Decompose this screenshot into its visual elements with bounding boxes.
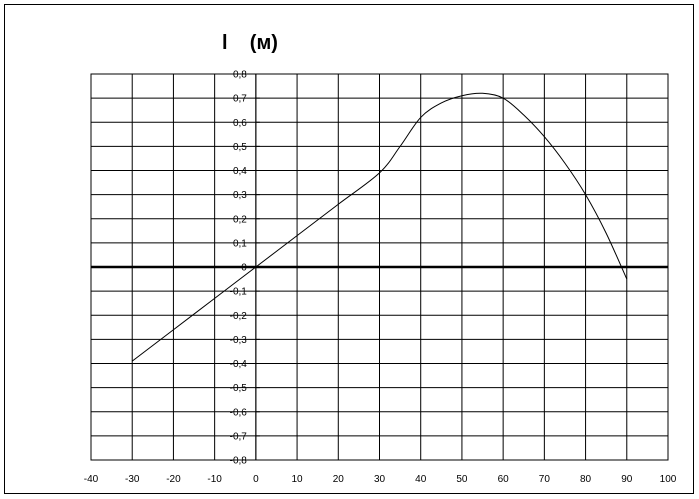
x-tick-label: -20 [166, 474, 181, 485]
y-tick-label: -0,8 [230, 456, 248, 467]
y-tick-label: 0,8 [233, 70, 247, 81]
y-tick-label: 0,2 [233, 214, 247, 225]
x-tick-label: 70 [539, 474, 551, 485]
x-tick-label: 30 [374, 474, 386, 485]
y-tick-label: 0,3 [233, 190, 247, 201]
x-tick-label: 10 [292, 474, 304, 485]
y-tick-label: -0,1 [230, 287, 248, 298]
x-tick-label: 50 [456, 474, 468, 485]
x-tick-label: -40 [84, 474, 99, 485]
y-tick-label: 0,1 [233, 238, 247, 249]
y-tick-label: 0,5 [233, 142, 247, 153]
y-tick-label: -0,3 [230, 335, 248, 346]
y-tick-label: 0,7 [233, 94, 247, 105]
x-tick-label: -30 [125, 474, 140, 485]
x-tick-label: 40 [415, 474, 427, 485]
x-tick-label: 60 [498, 474, 510, 485]
x-tick-label: 100 [660, 474, 677, 485]
y-tick-label: 0,4 [233, 166, 247, 177]
y-tick-label: 0 [241, 263, 247, 274]
x-tick-label: 80 [580, 474, 592, 485]
y-tick-label: 0,6 [233, 118, 247, 129]
y-tick-label: -0,7 [230, 431, 248, 442]
chart-title: l (м) [222, 32, 278, 54]
series-line [131, 92, 628, 362]
x-tick-label: 20 [333, 474, 345, 485]
y-tick-label: -0,4 [230, 359, 248, 370]
x-tick-label: -10 [207, 474, 222, 485]
y-tick-label: -0,2 [230, 311, 248, 322]
x-tick-label: 0 [253, 474, 259, 485]
y-tick-label: -0,5 [230, 383, 248, 394]
x-tick-label: 90 [621, 474, 633, 485]
y-tick-label: -0,6 [230, 407, 248, 418]
